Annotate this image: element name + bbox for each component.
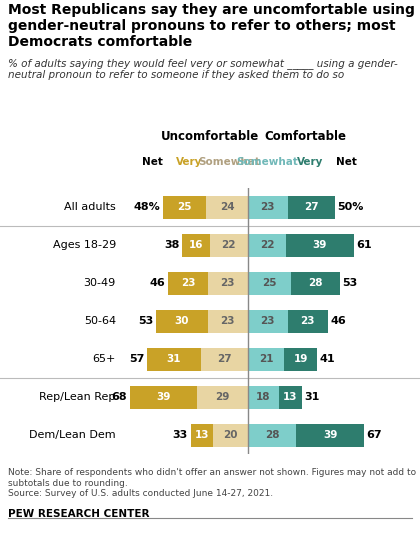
Bar [206, 196, 248, 219]
Text: Uncomfortable: Uncomfortable [160, 130, 259, 143]
Text: 23: 23 [220, 278, 235, 288]
Text: Most Republicans say they are uncomfortable using: Most Republicans say they are uncomforta… [8, 3, 415, 17]
Text: 57: 57 [129, 355, 144, 365]
Text: Somewhat: Somewhat [198, 157, 260, 167]
Text: 31: 31 [167, 355, 181, 365]
Text: 19: 19 [294, 355, 308, 365]
Bar [248, 272, 291, 295]
Text: 48%: 48% [134, 202, 160, 212]
Text: 25: 25 [177, 202, 192, 212]
Text: Dem/Lean Dem: Dem/Lean Dem [29, 430, 116, 440]
Text: 18: 18 [256, 392, 270, 402]
Bar [168, 272, 208, 295]
Text: Note: Share of respondents who didn't offer an answer not shown. Figures may not: Note: Share of respondents who didn't of… [8, 468, 417, 477]
Text: neutral pronoun to refer to someone if they asked them to do so: neutral pronoun to refer to someone if t… [8, 70, 345, 80]
Text: 39: 39 [156, 392, 171, 402]
Bar [208, 272, 248, 295]
Text: 38: 38 [164, 240, 179, 250]
Bar [291, 272, 340, 295]
Text: 39: 39 [312, 240, 327, 250]
Text: 46: 46 [330, 316, 346, 326]
Bar [201, 348, 248, 371]
Text: All adults: All adults [64, 202, 116, 212]
Text: 33: 33 [173, 430, 188, 440]
Text: Democrats comfortable: Democrats comfortable [8, 35, 193, 49]
Text: 27: 27 [304, 202, 318, 212]
Bar [163, 196, 206, 219]
Bar [147, 348, 201, 371]
Bar [248, 196, 288, 219]
Text: 31: 31 [304, 392, 320, 402]
Text: 68: 68 [112, 392, 127, 402]
Bar [208, 310, 248, 333]
Text: 67: 67 [367, 430, 382, 440]
Text: 28: 28 [265, 430, 279, 440]
Bar [210, 234, 248, 257]
Text: Rep/Lean Rep: Rep/Lean Rep [39, 392, 116, 402]
Text: 61: 61 [356, 240, 372, 250]
Text: 22: 22 [260, 240, 274, 250]
Text: 23: 23 [181, 278, 195, 288]
Text: PEW RESEARCH CENTER: PEW RESEARCH CENTER [8, 509, 150, 519]
Text: Comfortable: Comfortable [264, 130, 346, 143]
Text: Net: Net [336, 157, 357, 167]
Text: 30-49: 30-49 [84, 278, 116, 288]
Bar [286, 234, 354, 257]
Text: 20: 20 [223, 430, 238, 440]
Text: 25: 25 [262, 278, 277, 288]
Bar [248, 386, 279, 409]
Text: 65+: 65+ [92, 355, 116, 365]
Text: 23: 23 [220, 316, 235, 326]
Text: 28: 28 [308, 278, 323, 288]
Text: 16: 16 [189, 240, 203, 250]
Bar [156, 310, 208, 333]
Text: 53: 53 [342, 278, 358, 288]
Text: 13: 13 [283, 392, 298, 402]
Bar [248, 234, 286, 257]
Bar [213, 424, 248, 447]
Text: 50%: 50% [337, 202, 364, 212]
Text: Very: Very [297, 157, 323, 167]
Bar [284, 348, 317, 371]
Text: Very: Very [176, 157, 202, 167]
Bar [279, 386, 302, 409]
Text: gender-neutral pronouns to refer to others; most: gender-neutral pronouns to refer to othe… [8, 19, 396, 33]
Text: Ages 18-29: Ages 18-29 [52, 240, 116, 250]
Text: 21: 21 [259, 355, 273, 365]
Bar [197, 386, 248, 409]
Text: 22: 22 [221, 240, 236, 250]
Bar [297, 424, 364, 447]
Text: Somewhat: Somewhat [236, 157, 298, 167]
Bar [288, 310, 328, 333]
Text: 23: 23 [260, 316, 275, 326]
Text: 39: 39 [323, 430, 337, 440]
Text: 53: 53 [138, 316, 153, 326]
Text: subtotals due to rounding.: subtotals due to rounding. [8, 479, 128, 488]
Text: 23: 23 [260, 202, 275, 212]
Text: 41: 41 [320, 355, 336, 365]
Text: 30: 30 [175, 316, 189, 326]
Text: 46: 46 [150, 278, 165, 288]
Text: Source: Survey of U.S. adults conducted June 14-27, 2021.: Source: Survey of U.S. adults conducted … [8, 489, 273, 498]
Text: % of adults saying they would feel very or somewhat _____ using a gender-: % of adults saying they would feel very … [8, 58, 398, 69]
Text: 29: 29 [215, 392, 230, 402]
Text: 50-64: 50-64 [84, 316, 116, 326]
Bar [130, 386, 197, 409]
Text: 24: 24 [220, 202, 234, 212]
Text: 27: 27 [217, 355, 232, 365]
Bar [288, 196, 335, 219]
Text: Net: Net [142, 157, 163, 167]
Bar [191, 424, 213, 447]
Bar [248, 424, 297, 447]
Bar [248, 310, 288, 333]
Bar [182, 234, 210, 257]
Bar [248, 348, 284, 371]
Text: 23: 23 [300, 316, 315, 326]
Text: 13: 13 [194, 430, 209, 440]
